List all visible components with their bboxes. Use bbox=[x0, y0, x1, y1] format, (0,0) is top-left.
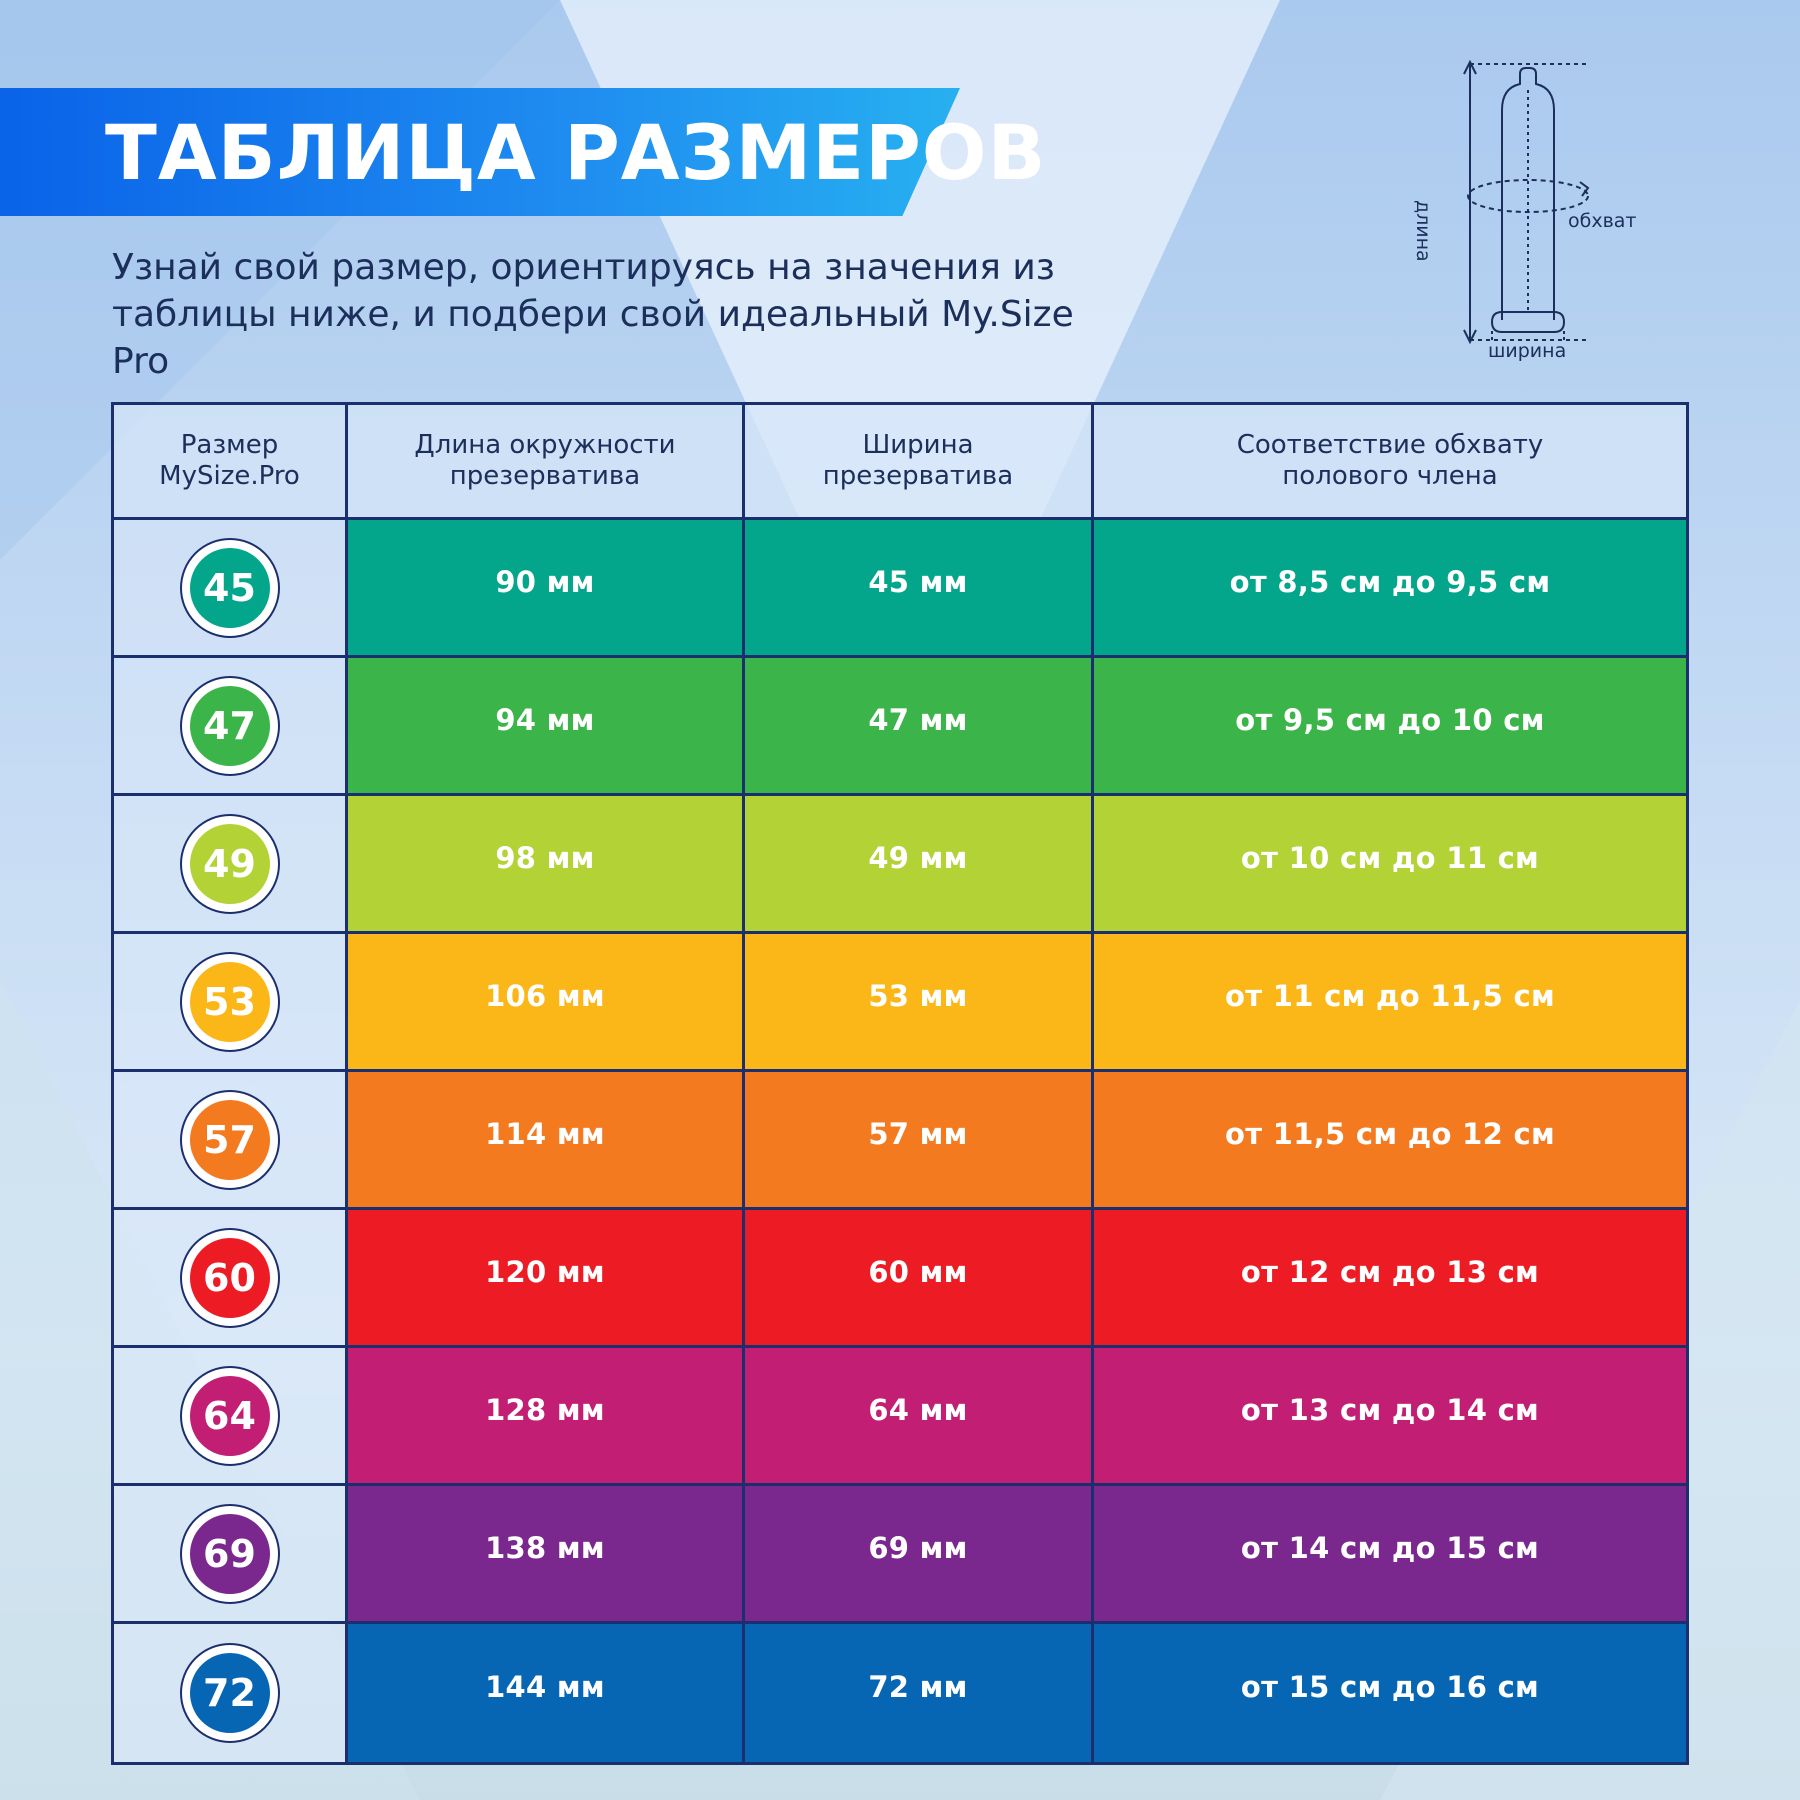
size-badge-ring: 53 bbox=[179, 951, 280, 1052]
circumference-cell: 106 мм bbox=[348, 934, 745, 1072]
width-cell: 57 мм bbox=[745, 1072, 1094, 1210]
header-circumference: Длина окружности презерватива bbox=[348, 405, 745, 520]
size-cell: 45 bbox=[114, 520, 348, 658]
width-cell: 47 мм bbox=[745, 658, 1094, 796]
size-badge: 45 bbox=[189, 547, 270, 628]
size-badge: 60 bbox=[189, 1237, 270, 1318]
size-badge-ring: 49 bbox=[179, 813, 280, 914]
header-circumference-line2: презерватива bbox=[449, 461, 641, 491]
subtitle-line-1: Узнай свой размер, ориентируясь на значе… bbox=[112, 247, 1055, 288]
size-badge: 53 bbox=[189, 961, 270, 1042]
size-cell: 53 bbox=[114, 934, 348, 1072]
girth-cell: от 13 см до 14 см bbox=[1094, 1348, 1686, 1486]
circumference-cell: 98 мм bbox=[348, 796, 745, 934]
size-badge-ring: 60 bbox=[179, 1227, 280, 1328]
size-cell: 57 bbox=[114, 1072, 348, 1210]
header-girth-line2: полового члена bbox=[1282, 461, 1498, 491]
condom-outline-icon bbox=[1463, 59, 1590, 345]
size-badge-ring: 47 bbox=[179, 675, 280, 776]
size-badge: 72 bbox=[189, 1653, 270, 1733]
size-badge: 69 bbox=[189, 1513, 270, 1594]
width-cell: 53 мм bbox=[745, 934, 1094, 1072]
size-cell: 60 bbox=[114, 1210, 348, 1348]
circumference-cell: 114 мм bbox=[348, 1072, 745, 1210]
size-badge: 49 bbox=[189, 823, 270, 904]
size-cell: 49 bbox=[114, 796, 348, 934]
size-badge: 64 bbox=[189, 1375, 270, 1456]
header-circumference-line1: Длина окружности bbox=[414, 430, 676, 460]
header-size-line2: MySize.Pro bbox=[159, 461, 300, 491]
header-width: Ширина презерватива bbox=[745, 405, 1094, 520]
circumference-cell: 128 мм bbox=[348, 1348, 745, 1486]
size-cell: 72 bbox=[114, 1624, 348, 1762]
girth-cell: от 14 см до 15 см bbox=[1094, 1486, 1686, 1624]
circumference-cell: 138 мм bbox=[348, 1486, 745, 1624]
size-table: Размер MySize.Pro Длина окружности презерв… bbox=[111, 402, 1689, 1765]
width-cell: 60 мм bbox=[745, 1210, 1094, 1348]
header-girth-line1: Соответствие обхвату bbox=[1236, 430, 1544, 460]
circumference-cell: 144 мм bbox=[348, 1624, 745, 1762]
subtitle-line-2: таблицы ниже, и подбери свой идеальный M… bbox=[112, 294, 1074, 382]
girth-cell: от 12 см до 13 см bbox=[1094, 1210, 1686, 1348]
size-badge-ring: 45 bbox=[179, 537, 280, 638]
header-size: Размер MySize.Pro bbox=[114, 405, 348, 520]
circumference-cell: 120 мм bbox=[348, 1210, 745, 1348]
length-label: длина bbox=[1412, 200, 1434, 262]
width-cell: 69 мм bbox=[745, 1486, 1094, 1624]
girth-cell: от 15 см до 16 см bbox=[1094, 1624, 1686, 1762]
width-label: ширина bbox=[1488, 340, 1567, 362]
size-badge-ring: 69 bbox=[179, 1503, 280, 1604]
subtitle: Узнай свой размер, ориентируясь на значе… bbox=[112, 244, 1112, 385]
size-badge-ring: 64 bbox=[179, 1365, 280, 1466]
size-cell: 47 bbox=[114, 658, 348, 796]
girth-cell: от 11,5 см до 12 см bbox=[1094, 1072, 1686, 1210]
size-badge-ring: 57 bbox=[179, 1089, 280, 1190]
width-cell: 72 мм bbox=[745, 1624, 1094, 1762]
width-cell: 64 мм bbox=[745, 1348, 1094, 1486]
girth-cell: от 9,5 см до 10 см bbox=[1094, 658, 1686, 796]
size-badge: 47 bbox=[189, 685, 270, 766]
circumference-cell: 90 мм bbox=[348, 520, 745, 658]
girth-cell: от 8,5 см до 9,5 см bbox=[1094, 520, 1686, 658]
condom-measure-diagram: длина обхват ширина bbox=[1412, 50, 1690, 370]
page-title: ТАБЛИЦА РАЗМЕРОВ bbox=[105, 108, 1047, 197]
girth-cell: от 11 см до 11,5 см bbox=[1094, 934, 1686, 1072]
girth-cell: от 10 см до 11 см bbox=[1094, 796, 1686, 934]
width-cell: 45 мм bbox=[745, 520, 1094, 658]
title-banner bbox=[0, 88, 960, 216]
header-size-line1: Размер bbox=[180, 430, 279, 460]
circumference-cell: 94 мм bbox=[348, 658, 745, 796]
header-width-line1: Ширина bbox=[862, 430, 974, 460]
girth-label: обхват bbox=[1568, 210, 1637, 232]
size-cell: 64 bbox=[114, 1348, 348, 1486]
size-badge-ring: 72 bbox=[179, 1643, 280, 1743]
width-cell: 49 мм bbox=[745, 796, 1094, 934]
header-girth: Соответствие обхвату полового члена bbox=[1094, 405, 1686, 520]
header-width-line2: презерватива bbox=[822, 461, 1014, 491]
size-badge: 57 bbox=[189, 1099, 270, 1180]
size-cell: 69 bbox=[114, 1486, 348, 1624]
